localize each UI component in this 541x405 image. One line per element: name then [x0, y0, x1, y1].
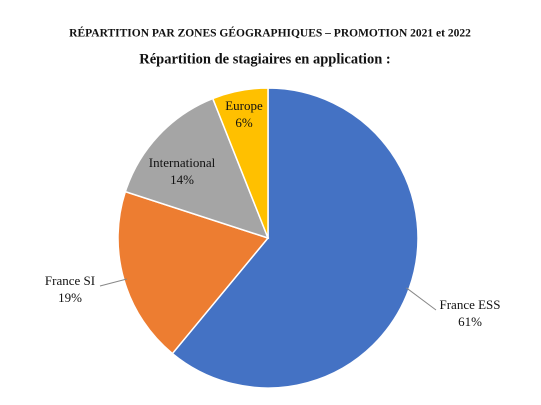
slice-label: Europe	[225, 98, 263, 113]
pie-slice	[171, 87, 419, 389]
chart-subtitle: Répartition de stagiaires en application…	[139, 51, 390, 67]
slice-label: France SI	[45, 273, 95, 288]
value-label: 14%	[170, 172, 194, 187]
slice-label: France ESS	[439, 297, 500, 312]
value-label: 61%	[458, 314, 482, 329]
value-label: 6%	[235, 115, 253, 130]
leader-line	[406, 287, 437, 311]
slice-label: International	[149, 155, 216, 170]
value-label: 19%	[58, 290, 82, 305]
pie-slice	[124, 97, 270, 240]
pie-slice	[211, 87, 269, 239]
chart-title: RÉPARTITION PAR ZONES GÉOGRAPHIQUES – PR…	[69, 26, 471, 40]
leader-line	[99, 278, 127, 287]
